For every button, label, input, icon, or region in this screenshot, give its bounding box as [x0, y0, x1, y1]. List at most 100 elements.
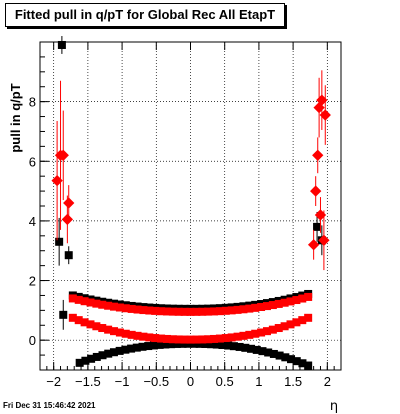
data-point-diamond [319, 109, 331, 121]
data-point-diamond [63, 197, 75, 209]
data-point-band [235, 342, 244, 351]
data-point-band [280, 322, 289, 331]
data-point-band [157, 307, 166, 316]
data-point-band [139, 306, 148, 315]
data-point-band [121, 304, 130, 313]
data-point-band [92, 352, 101, 361]
data-point-band [144, 342, 153, 351]
data-point-band [145, 333, 154, 342]
data-point-band [184, 339, 193, 348]
data-point-band [212, 340, 221, 349]
data-point-band [104, 349, 113, 358]
data-point-square [59, 310, 68, 319]
y-tick-label: 2 [29, 274, 36, 289]
data-point-band [139, 332, 148, 341]
data-point-band [262, 327, 271, 336]
data-point-band [80, 297, 89, 306]
data-point-band [74, 295, 83, 304]
data-point-band [292, 357, 301, 366]
data-point-band [229, 342, 238, 351]
data-point-band [239, 305, 248, 314]
data-point-band [292, 318, 301, 327]
x-tick-label: 2 [324, 374, 331, 389]
data-point-band [74, 316, 83, 325]
data-point-band [162, 307, 171, 316]
data-point-square [313, 222, 322, 231]
data-point-band [245, 330, 254, 339]
data-point-band [98, 324, 107, 333]
data-point-band [174, 307, 183, 316]
data-point-band [110, 302, 119, 311]
data-point-band [298, 294, 307, 303]
data-point-band [274, 324, 283, 333]
data-point-band [161, 340, 170, 349]
data-point-band [157, 334, 166, 343]
data-point-band [198, 307, 207, 316]
data-point-band [207, 340, 216, 349]
x-tick-label: −2 [46, 374, 61, 389]
data-point-diamond [51, 174, 63, 187]
data-point-band [180, 307, 189, 316]
data-point-band [286, 297, 295, 306]
data-point-band [86, 320, 95, 329]
chart-title: Fitted pull in q/pT for Global Rec All E… [5, 3, 285, 27]
data-point-band [280, 298, 289, 307]
data-point-band [168, 335, 177, 344]
data-point-band [245, 304, 254, 313]
data-point-diamond [318, 234, 330, 246]
y-axis-label: pull in q/pT [8, 83, 23, 152]
data-point-band [109, 348, 118, 357]
data-point-band [218, 340, 227, 349]
data-point-band [174, 335, 183, 344]
y-tick-label: 6 [29, 154, 36, 169]
data-point-band [204, 307, 213, 316]
y-tick-label: 4 [29, 214, 36, 229]
data-point-band [115, 346, 124, 355]
timestamp-footer: Fri Dec 31 15:46:42 2021 [3, 401, 96, 410]
data-point-band [121, 329, 130, 338]
data-point-band [151, 334, 160, 343]
data-point-band [227, 333, 236, 342]
y-tick-label: 0 [29, 333, 36, 348]
x-tick-label: −1 [115, 374, 130, 389]
data-point-band [215, 307, 224, 316]
data-point-diamond [57, 149, 69, 161]
data-point-band [258, 347, 267, 356]
data-point-band [104, 301, 113, 310]
data-point-band [138, 342, 147, 351]
data-point-band [178, 339, 187, 348]
data-point-band [68, 294, 77, 303]
data-point-band [227, 306, 236, 315]
data-point-band [121, 345, 130, 354]
data-point-band [252, 345, 261, 354]
x-tick-label: 0.5 [216, 374, 234, 389]
data-point-band [75, 358, 84, 367]
data-point-diamond [61, 213, 74, 226]
x-tick-label: −1.5 [75, 374, 101, 389]
x-tick-label: 0 [187, 374, 194, 389]
data-point-band [233, 305, 242, 314]
data-point-band [133, 331, 142, 340]
data-point-band [304, 313, 313, 322]
data-point-band [110, 327, 119, 336]
data-point-band [204, 335, 213, 344]
data-point-band [186, 307, 195, 316]
y-tick-label: 8 [29, 95, 36, 110]
data-point-band [115, 303, 124, 312]
data-point-band [281, 353, 290, 362]
axes: −2 −1.5 −1 −0.5 0 0.5 1 1.5 2 0 2 4 6 8 [29, 42, 335, 389]
data-point-band [274, 299, 283, 308]
data-point-band [221, 334, 230, 343]
data-point-band [149, 341, 158, 350]
data-point-band [86, 298, 95, 307]
data-point-band [115, 328, 124, 337]
data-point-band [269, 349, 278, 358]
data-point-band [251, 329, 260, 338]
data-point-band [127, 330, 136, 339]
x-tick-label: −0.5 [143, 374, 169, 389]
data-point-band [221, 306, 230, 315]
data-point-band [210, 307, 219, 316]
data-point-band [98, 300, 107, 309]
data-point-band [292, 296, 301, 305]
